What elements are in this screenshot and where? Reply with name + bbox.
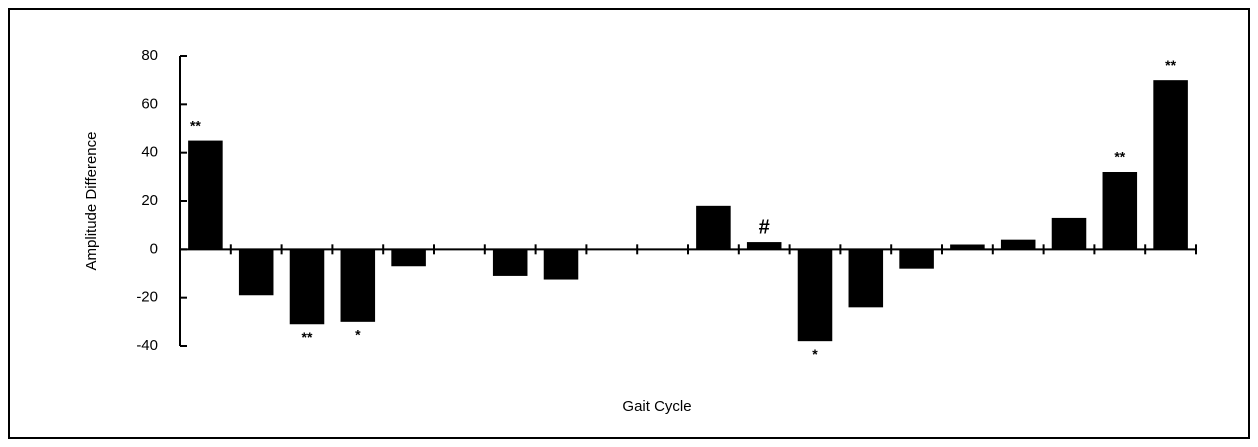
bar bbox=[289, 249, 325, 325]
bar bbox=[238, 249, 274, 296]
annotation: * bbox=[812, 346, 818, 362]
annotation: ** bbox=[302, 329, 313, 345]
y-tick-label: -40 bbox=[136, 337, 158, 354]
bar bbox=[797, 249, 833, 342]
annotation: ** bbox=[190, 117, 201, 133]
bar bbox=[696, 205, 731, 250]
bar bbox=[1153, 80, 1188, 250]
annotation: * bbox=[355, 327, 361, 343]
bar bbox=[340, 249, 376, 322]
bar bbox=[492, 249, 528, 276]
bar bbox=[746, 242, 782, 250]
annotation: ** bbox=[1114, 149, 1125, 165]
bar bbox=[1051, 217, 1087, 250]
frame bbox=[8, 8, 1250, 439]
y-axis-label: Amplitude Difference bbox=[83, 132, 100, 271]
bar bbox=[391, 249, 426, 267]
annotation: # bbox=[759, 216, 770, 238]
x-axis-label: Gait Cycle bbox=[622, 398, 691, 415]
bar bbox=[899, 249, 934, 269]
bar bbox=[543, 249, 579, 280]
y-tick-label: -20 bbox=[136, 289, 158, 306]
bar bbox=[1000, 239, 1036, 250]
bar bbox=[950, 244, 985, 250]
y-tick-label: 80 bbox=[141, 47, 158, 64]
bar bbox=[188, 140, 223, 250]
y-tick-label: 40 bbox=[141, 144, 158, 161]
bar bbox=[848, 249, 884, 308]
y-tick-label: 0 bbox=[150, 240, 158, 257]
y-tick-label: 20 bbox=[141, 192, 158, 209]
annotation: ** bbox=[1165, 57, 1176, 73]
y-tick-label: 60 bbox=[141, 95, 158, 112]
bar bbox=[1102, 172, 1138, 250]
